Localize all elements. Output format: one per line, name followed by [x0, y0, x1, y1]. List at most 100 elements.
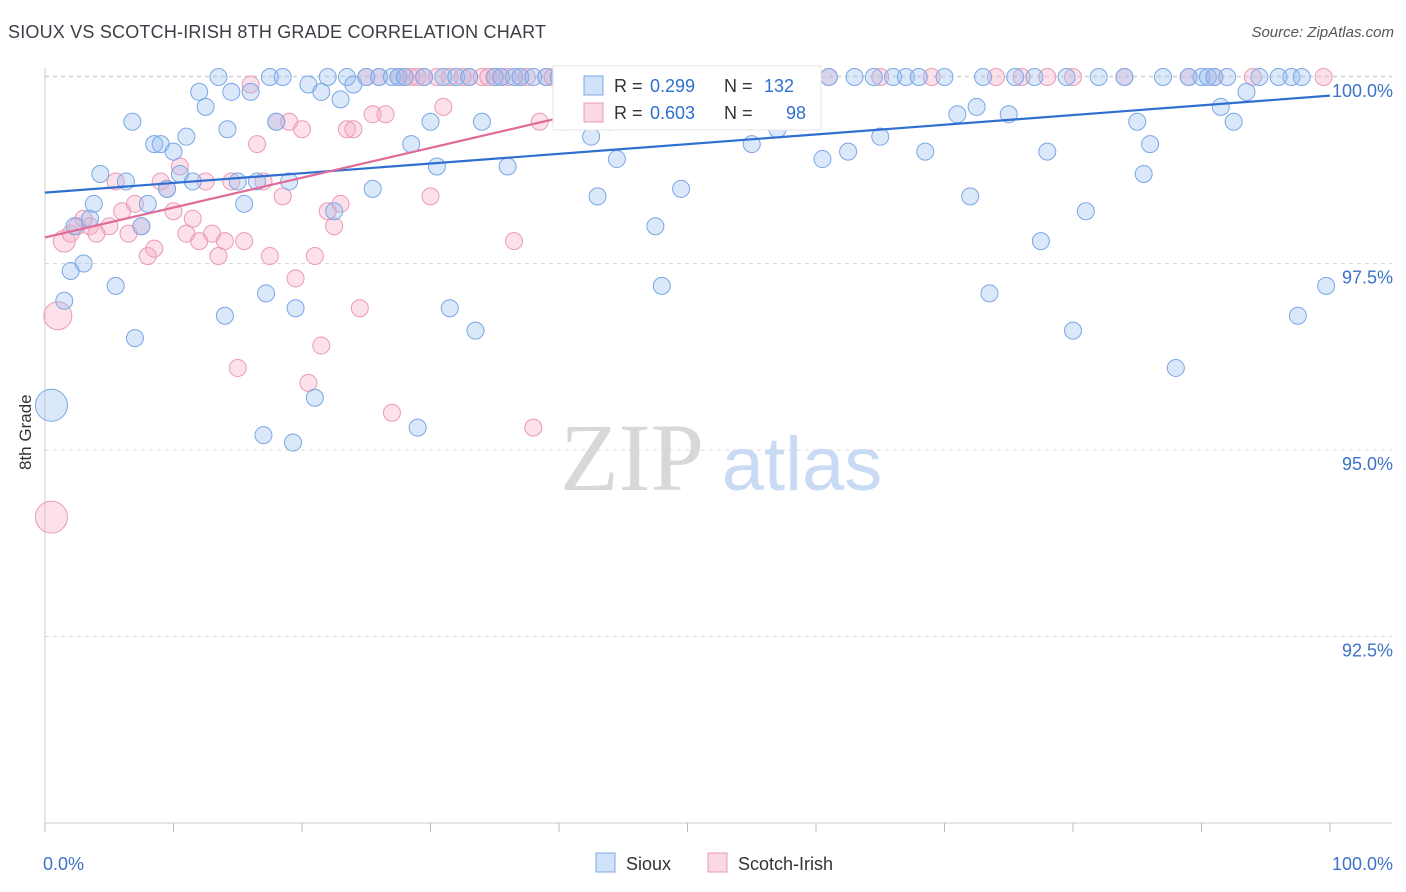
scotch-irish-point: [34, 500, 68, 534]
scotch-irish-point: [273, 187, 292, 206]
sioux-point: [839, 142, 858, 161]
sioux-point: [588, 187, 607, 206]
scotch-irish-point: [145, 239, 164, 258]
legend-bottom-scotch-label: Scotch-Irish: [738, 854, 833, 874]
scotch-irish-point: [293, 120, 311, 139]
sioux-point: [1218, 68, 1237, 86]
scotch-irish-point: [479, 68, 498, 86]
sioux-point: [1031, 232, 1050, 251]
y-tick-label: 97.5%: [1342, 268, 1393, 288]
scotch-irish-point: [517, 68, 536, 86]
legend-scotch-r-label: R =: [614, 103, 643, 123]
scotch-irish-point: [183, 209, 202, 228]
sioux-point: [1198, 68, 1217, 86]
scotch-irish-point: [344, 120, 363, 139]
sioux-point: [34, 388, 68, 422]
scotch-irish-point: [382, 403, 401, 422]
sioux-point: [132, 217, 151, 236]
sioux-point: [948, 105, 967, 124]
legend-top: R = 0.299 N = 132 R = 0.603 N = 98: [552, 65, 822, 131]
sioux-point: [511, 68, 530, 86]
scotch-irish-point: [498, 68, 517, 86]
scotch-irish-point: [922, 68, 941, 86]
watermark-zip: ZIP: [560, 404, 704, 511]
sioux-point: [974, 68, 993, 86]
sioux-point: [492, 68, 511, 86]
legend-sioux-n-label: N =: [724, 76, 753, 96]
scotch-irish-point: [440, 68, 459, 86]
legend-bottom-scotch-swatch: [707, 852, 728, 873]
scotch-irish-point: [986, 68, 1005, 86]
scotch-irish-point: [1064, 68, 1082, 86]
sioux-point: [652, 276, 671, 295]
scotch-irish-point: [170, 157, 189, 176]
sioux-point: [916, 142, 935, 161]
scotch-irish-point: [871, 68, 890, 86]
scotch-irish-point: [125, 194, 144, 213]
scotch-irish-point: [305, 247, 324, 266]
sioux-point: [74, 254, 93, 273]
scotch-irish-point: [1314, 68, 1333, 86]
y-tick-label: 95.0%: [1342, 454, 1393, 474]
sioux-point: [1038, 142, 1057, 161]
sioux-point: [331, 90, 350, 109]
sioux-point: [138, 194, 157, 213]
sioux-point: [434, 68, 453, 86]
sioux-point: [177, 127, 196, 146]
scotch-irish-point: [312, 336, 331, 355]
scotch-irish-point: [472, 68, 491, 86]
sioux-point: [1179, 68, 1198, 86]
scotch-irish-point: [1243, 68, 1262, 86]
sioux-point: [273, 68, 292, 86]
sioux-point: [389, 68, 408, 86]
sioux-point: [395, 68, 414, 86]
sioux-point: [1006, 68, 1025, 86]
scotch-irish-point: [363, 105, 382, 124]
sioux-point: [819, 68, 838, 86]
sioux-point: [337, 68, 356, 86]
sioux-point: [1141, 135, 1160, 154]
sioux-point: [864, 68, 883, 86]
legend-scotch-n-value: 98: [786, 103, 806, 123]
sioux-point: [961, 187, 980, 206]
sioux-point: [440, 299, 459, 318]
sioux-point: [1076, 202, 1095, 221]
legend-scotch-r-value: 0.603: [650, 103, 695, 123]
sioux-point: [123, 112, 142, 131]
scotch-irish-point: [43, 301, 73, 331]
sioux-point: [896, 68, 915, 86]
scotch-irish-point: [427, 68, 446, 86]
sioux-point: [257, 284, 276, 303]
legend-bottom-sioux-swatch: [595, 852, 616, 873]
sioux-point: [91, 164, 110, 183]
sioux-trend-line: [44, 94, 1331, 194]
scotch-irish-point: [402, 68, 421, 86]
legend-sioux-swatch: [583, 75, 604, 96]
sioux-point: [106, 276, 125, 295]
sioux-point: [164, 142, 183, 161]
sioux-point: [145, 135, 164, 154]
sioux-point: [582, 127, 601, 146]
scotch-irish-point: [434, 97, 453, 116]
sioux-point: [325, 202, 344, 221]
sioux-point: [845, 68, 864, 86]
sioux-point: [235, 194, 254, 213]
y-tick-label: 92.5%: [1342, 641, 1393, 661]
sioux-point: [1250, 68, 1269, 86]
scotch-irish-point: [106, 172, 125, 191]
scotch-irish-point: [209, 247, 228, 266]
sioux-point: [241, 82, 260, 101]
sioux-point: [1089, 68, 1108, 86]
sioux-point: [408, 418, 427, 437]
x-tick-label-max: 100.0%: [1332, 854, 1393, 874]
x-tick-label-min: 0.0%: [43, 854, 84, 874]
sioux-point: [254, 426, 273, 445]
sioux-point: [305, 388, 324, 407]
sioux-point: [1205, 68, 1224, 86]
sioux-point: [218, 120, 237, 139]
scotch-irish-point: [1038, 68, 1057, 86]
sioux-point: [55, 291, 74, 310]
scotch-irish-point: [453, 68, 472, 86]
sioux-point: [646, 217, 665, 236]
sioux-point: [190, 82, 209, 101]
